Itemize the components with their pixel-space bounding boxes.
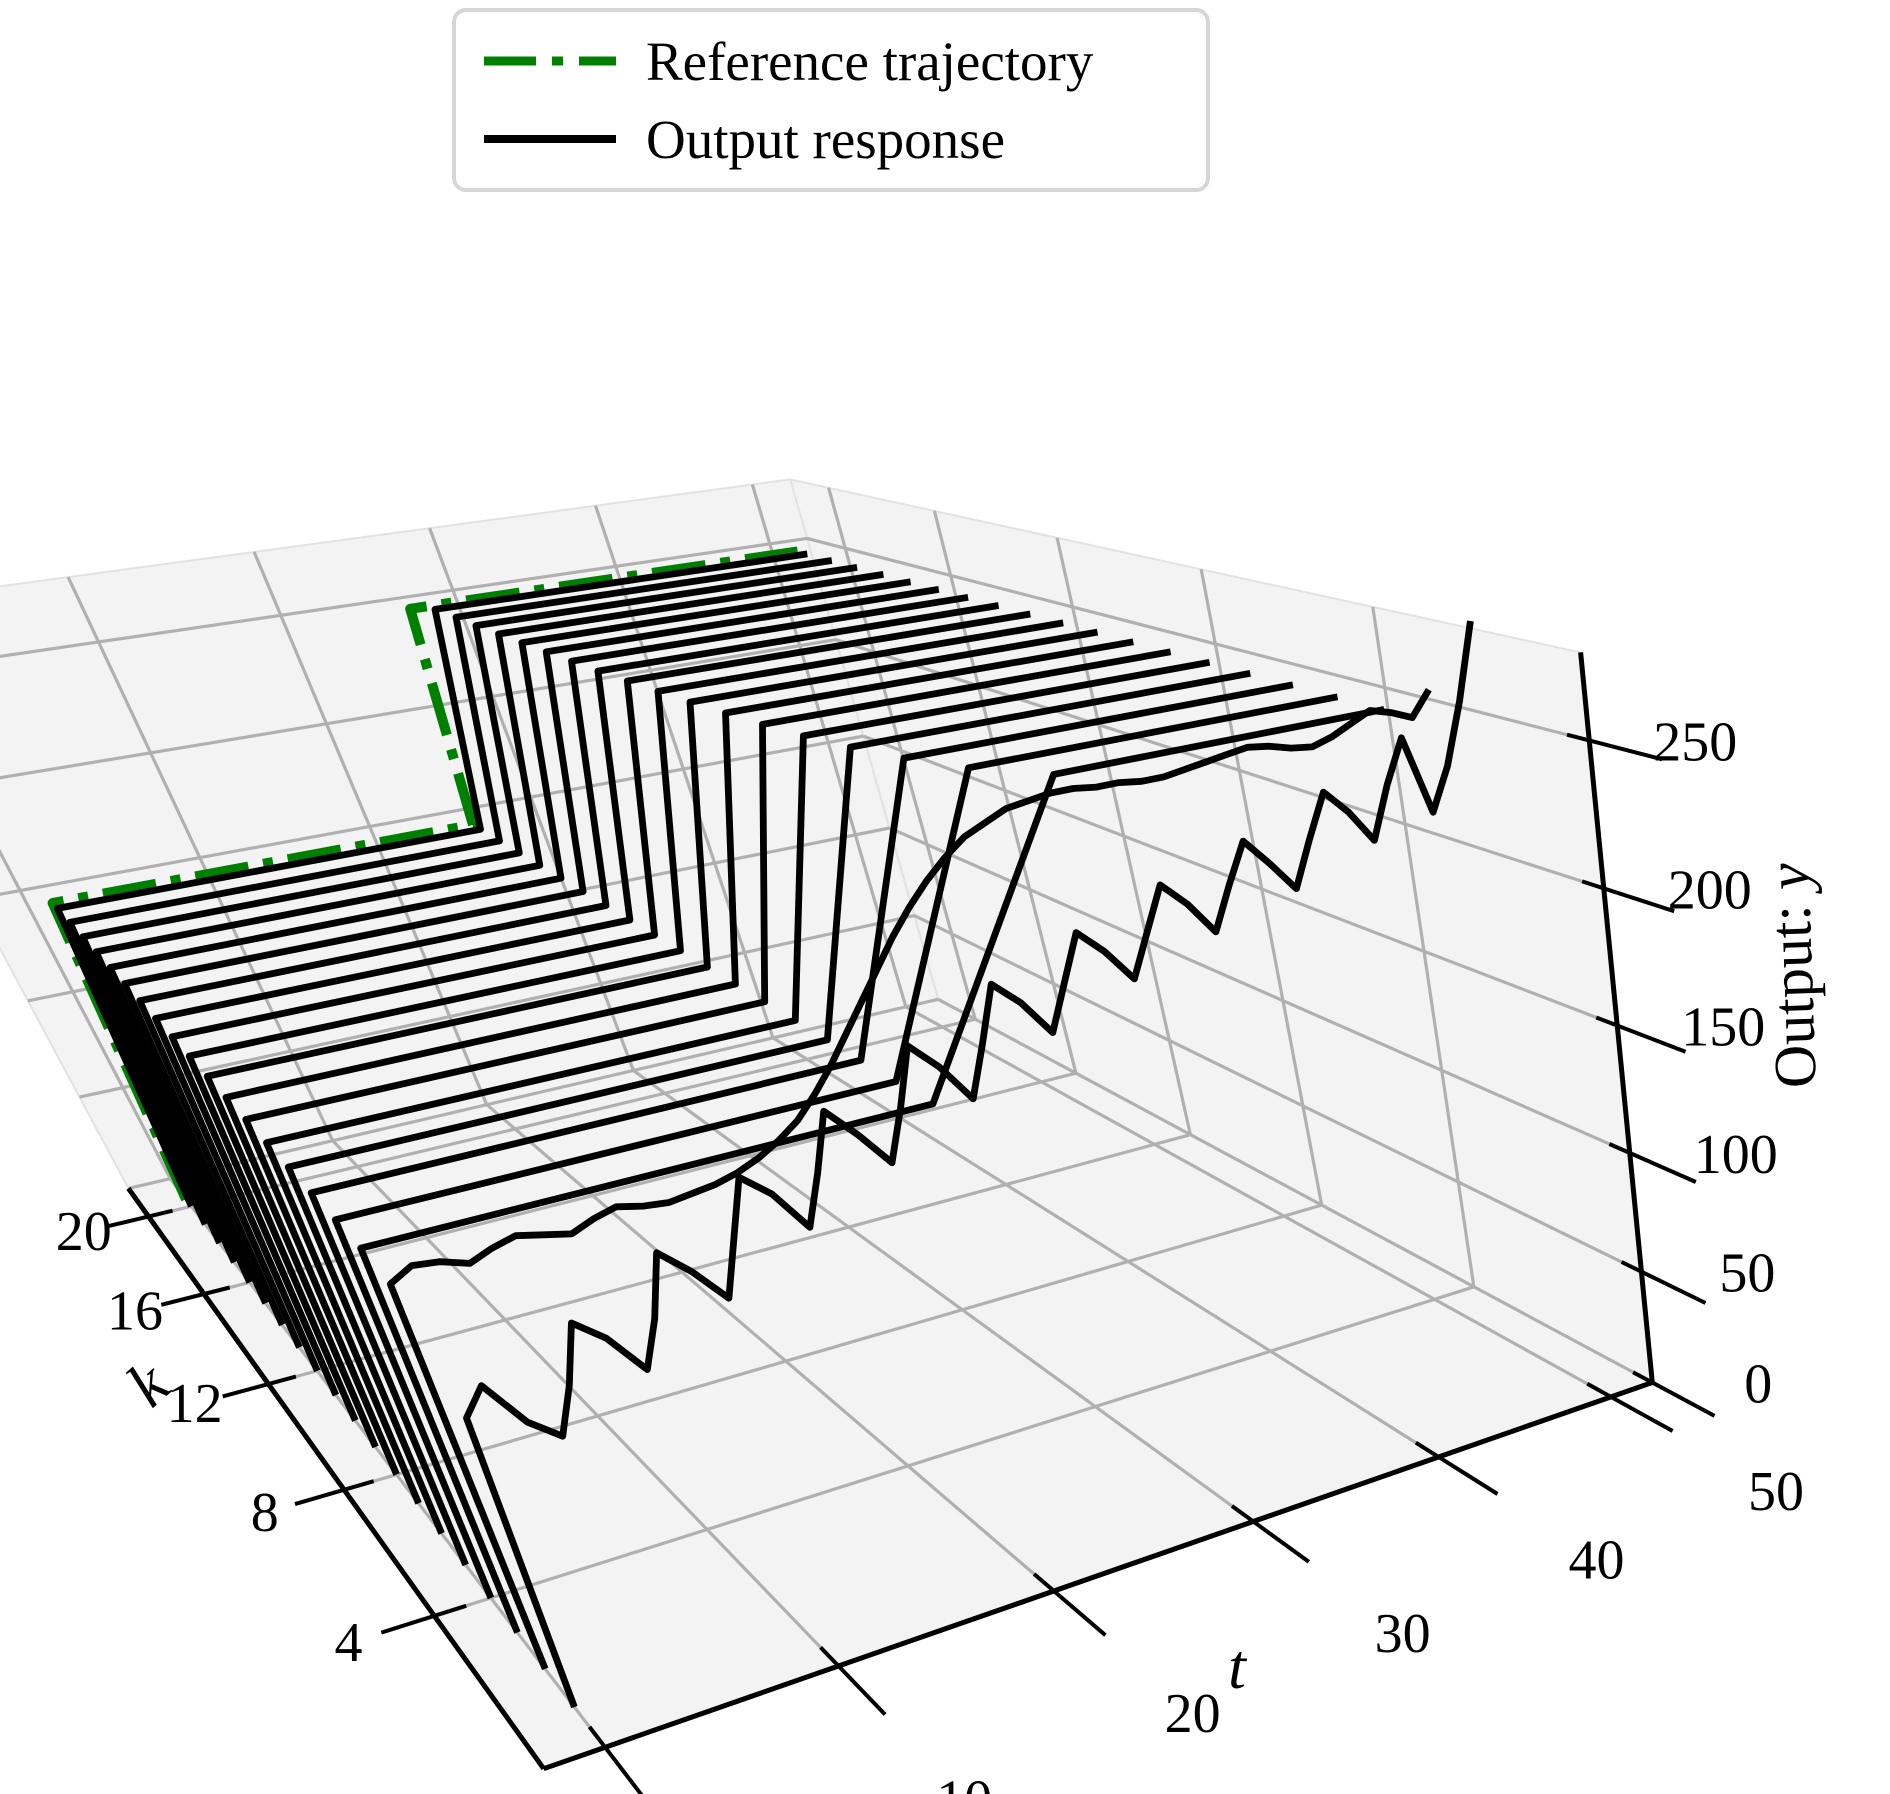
grid-line-backwall-z <box>0 536 808 659</box>
output-response-line-k14 <box>136 593 969 1327</box>
output-response-line-k19 <box>66 557 833 1226</box>
k-axis-line <box>126 1186 546 1771</box>
grid-line-rightwall-z <box>835 638 1605 890</box>
z-tick <box>1595 1015 1687 1054</box>
output-response-line-k11 <box>185 619 1064 1397</box>
output-response-line-k8 <box>242 648 1172 1476</box>
grid-line-floor-t <box>905 1005 1612 1399</box>
k-tick <box>222 1374 297 1399</box>
t-tick <box>587 1725 644 1794</box>
t-tick-label: 50 <box>1748 1461 1804 1523</box>
output-response-line-k7 <box>263 658 1211 1505</box>
output-response-line-k18 <box>79 564 858 1245</box>
z-tick <box>1608 1142 1697 1184</box>
output-response-line-k12 <box>168 610 1031 1373</box>
k-tick-label: 20 <box>56 1201 112 1263</box>
t-axis-line <box>542 1380 1654 1772</box>
k-tick <box>294 1479 375 1507</box>
t-tick-label: 30 <box>1375 1603 1431 1665</box>
output-response-line-k20 <box>54 550 808 1208</box>
grid-line-floor-t <box>772 1036 1440 1459</box>
legend-label-reference: Reference trajectory <box>646 30 1094 92</box>
t-tick-label: 10 <box>936 1770 992 1794</box>
output-response-line-k4 <box>331 693 1339 1600</box>
output-response-line-k17 <box>92 571 884 1264</box>
output-line-sample-icon <box>484 135 616 143</box>
legend: Reference trajectory Output response <box>452 8 1210 192</box>
z-tick-label: 250 <box>1653 712 1737 774</box>
k-tick-label: 16 <box>107 1281 163 1343</box>
k-tick <box>107 1208 174 1229</box>
grid-line-rightwall-k <box>1371 606 1476 1288</box>
grid-line-floor-t <box>331 1139 840 1668</box>
k-tick-label: 12 <box>167 1373 223 1435</box>
output-response-line-k1 <box>463 620 1474 1709</box>
grid-line-backwall-z <box>0 638 837 780</box>
grid-line-rightwall-z <box>862 734 1618 1027</box>
t-tick-label: 40 <box>1569 1529 1625 1591</box>
t-tick <box>1230 1504 1311 1564</box>
output-response-line-k9 <box>222 638 1134 1449</box>
t-tick <box>819 1646 887 1716</box>
output-response-line-k2 <box>386 687 1432 1671</box>
grid-line-backwall-t <box>252 551 489 1106</box>
output-response-line-k3 <box>357 706 1385 1634</box>
k-tick-label: 8 <box>251 1482 279 1544</box>
legend-label-output: Output response <box>646 108 1005 170</box>
z-tick <box>1566 732 1663 762</box>
grid-line-backwall-z <box>79 914 915 1099</box>
t-tick <box>1032 1572 1107 1637</box>
k-tick <box>160 1285 231 1307</box>
output-response-line-k5 <box>307 681 1294 1567</box>
grid-line-backwall-z <box>0 734 864 896</box>
t-tick-label: 20 <box>1165 1683 1221 1745</box>
z-tick <box>1581 879 1675 914</box>
z-tick <box>1632 1370 1716 1418</box>
z-axis-title: Output: y <box>1755 862 1829 1090</box>
z-tick <box>1620 1260 1707 1305</box>
grid-line-rightwall-z <box>913 914 1643 1274</box>
legend-item-output: Output response <box>482 112 1186 167</box>
output-response-line-k13 <box>152 602 1000 1349</box>
output-response-line-k10 <box>203 628 1099 1422</box>
grid-line-floor-k <box>343 1203 1323 1492</box>
output-response-line-k15 <box>121 586 940 1305</box>
output-response-line-k16 <box>106 578 912 1284</box>
output-response-line-k6 <box>284 669 1251 1535</box>
grid-line-rightwall-z <box>937 997 1654 1384</box>
grid-line-floor-t <box>632 1069 1255 1523</box>
legend-item-reference: Reference trajectory <box>482 34 1186 89</box>
reference-line-sample-icon <box>484 56 616 66</box>
t-axis-title: t <box>1228 1631 1248 1702</box>
z-tick-label: 0 <box>1744 1354 1772 1416</box>
z-tick-label: 100 <box>1694 1124 1778 1186</box>
grid-line-floor-k <box>433 1285 1475 1618</box>
k-tick-label: 4 <box>335 1612 363 1674</box>
z-tick-label: 150 <box>1681 997 1765 1059</box>
grid-line-floor-t <box>485 1103 1055 1593</box>
t-tick <box>1414 1441 1499 1496</box>
t-tick <box>1586 1382 1674 1433</box>
z-axis-line <box>1578 652 1655 1383</box>
k-tick <box>380 1603 467 1635</box>
z-tick-label: 50 <box>1719 1243 1775 1305</box>
z-tick-label: 200 <box>1668 859 1752 921</box>
